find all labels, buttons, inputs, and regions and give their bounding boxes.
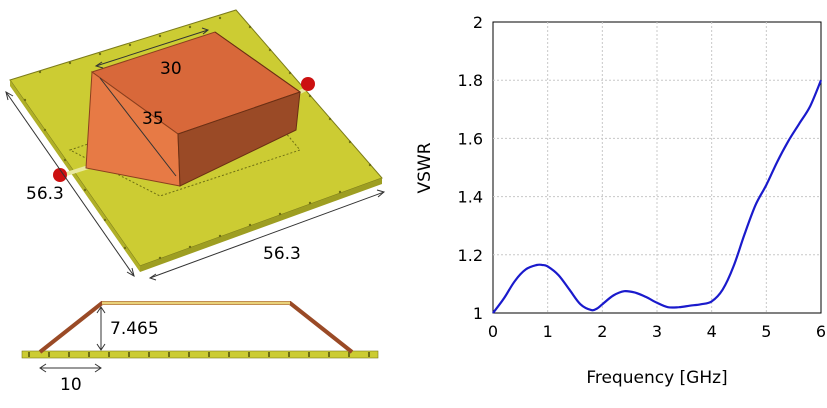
via-row: [23, 16, 372, 260]
x-tick-label: 1: [543, 322, 553, 341]
substrate-edge: [140, 178, 382, 272]
x-tick-label: 2: [597, 322, 607, 341]
y-tick-label: 1.6: [458, 129, 483, 148]
dim-slant-length: 35: [142, 109, 164, 129]
ground-outline: [68, 89, 301, 197]
side-vias: [28, 352, 370, 357]
dim-top-width: 30: [160, 59, 182, 79]
dim-board-left: 56.3: [26, 184, 64, 204]
x-tick-label: 5: [761, 322, 771, 341]
antenna-3d-view: 30 35 56.3 56.3: [5, 9, 386, 281]
x-tick-label: 0: [488, 322, 498, 341]
y-tick-label: 1: [473, 304, 483, 323]
dim-board-bottom: 56.3: [263, 244, 301, 264]
port-right: [301, 77, 315, 91]
dim-offset: 10: [60, 375, 82, 395]
vswr-series-line: [492, 79, 823, 314]
dim-height: 7.465: [110, 319, 159, 339]
y-tick-label: 1.2: [458, 246, 483, 265]
x-ticks: 0 1 2 3 4 5 6: [488, 322, 826, 341]
x-tick-label: 6: [816, 322, 826, 341]
patch-side-face: [177, 31, 302, 187]
x-tick-label: 3: [652, 322, 662, 341]
substrate-edge-left: [10, 80, 140, 272]
side-patch-profile: [38, 301, 354, 354]
antenna-side-view: 7.465 10: [21, 301, 379, 395]
y-tick-label: 2: [473, 13, 483, 32]
dimension-lines: [5, 27, 386, 281]
y-ticks: 1 1.2 1.4 1.6 1.8 2: [458, 13, 483, 323]
x-tick-label: 4: [707, 322, 717, 341]
grid: [493, 22, 821, 313]
x-axis-label: Frequency [GHz]: [586, 368, 727, 388]
y-axis-label: VSWR: [415, 142, 435, 193]
side-substrate: [21, 350, 379, 359]
port-left: [53, 168, 67, 182]
y-tick-label: 1.4: [458, 188, 483, 207]
y-tick-label: 1.8: [458, 71, 483, 90]
